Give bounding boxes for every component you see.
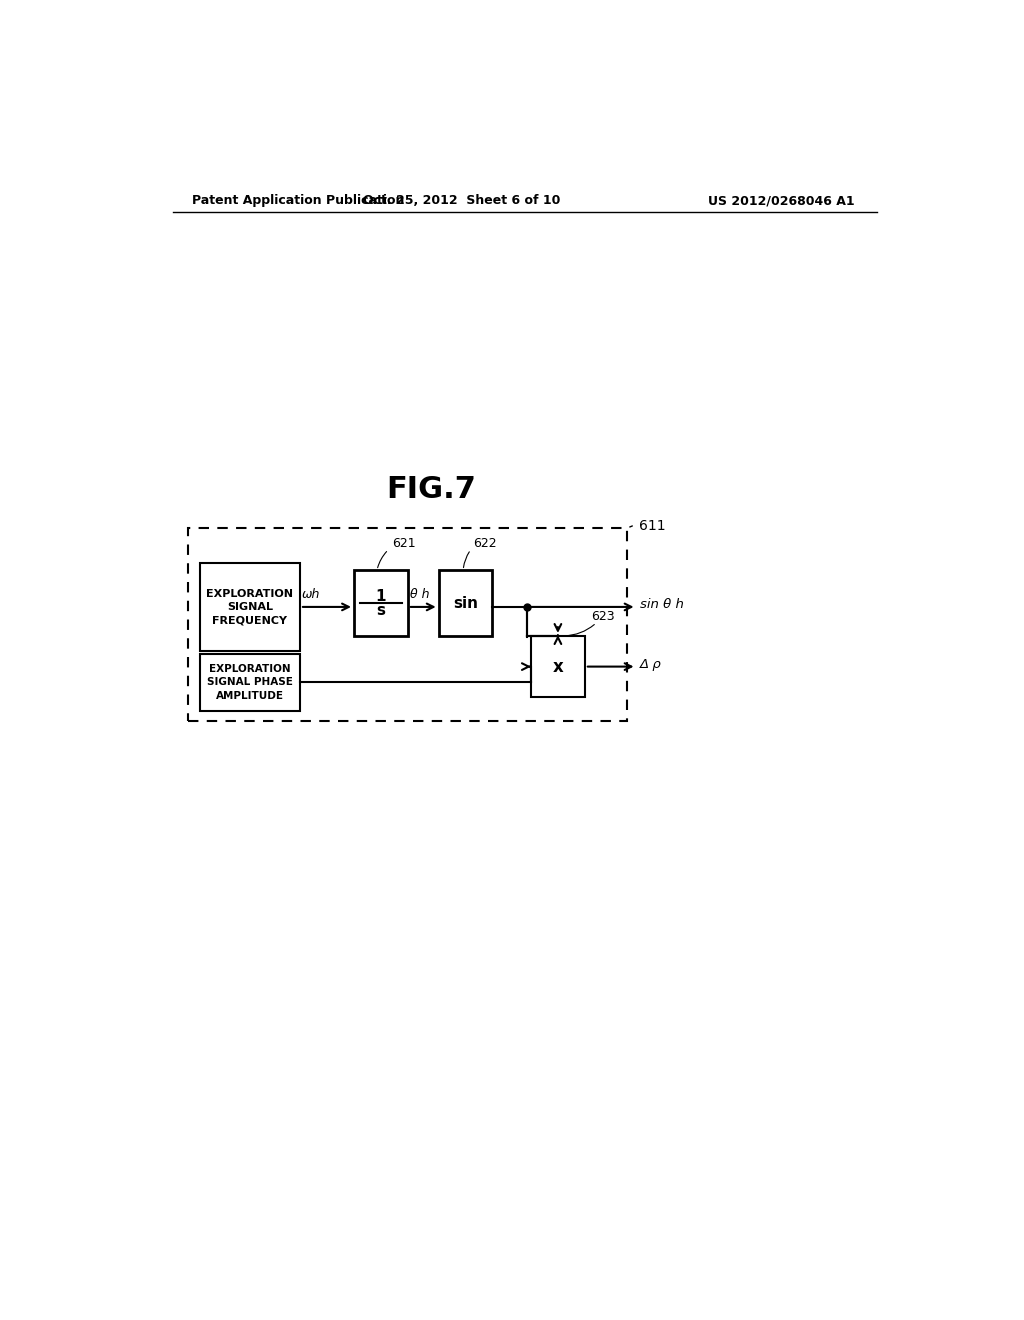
Text: x: x [553, 657, 563, 676]
Bar [200, 562, 300, 651]
Text: 623: 623 [591, 610, 614, 623]
Text: sin: sin [453, 595, 478, 611]
Bar [354, 570, 408, 636]
Text: θ h: θ h [410, 587, 430, 601]
Text: 611: 611 [639, 520, 666, 533]
Text: Patent Application Publication: Patent Application Publication [193, 194, 404, 207]
Text: s: s [376, 603, 385, 618]
Text: US 2012/0268046 A1: US 2012/0268046 A1 [708, 194, 854, 207]
Bar [438, 570, 493, 636]
Text: 621: 621 [392, 537, 416, 550]
Bar [188, 528, 628, 721]
Text: EXPLORATION
SIGNAL
FREQUENCY: EXPLORATION SIGNAL FREQUENCY [207, 589, 294, 626]
Text: Oct. 25, 2012  Sheet 6 of 10: Oct. 25, 2012 Sheet 6 of 10 [362, 194, 560, 207]
Text: ωh: ωh [302, 587, 321, 601]
Bar [200, 653, 300, 711]
Text: EXPLORATION
SIGNAL PHASE
AMPLITUDE: EXPLORATION SIGNAL PHASE AMPLITUDE [207, 664, 293, 701]
Text: Δ ρ: Δ ρ [640, 657, 662, 671]
Text: FIG.7: FIG.7 [386, 475, 476, 504]
Text: 1: 1 [376, 590, 386, 605]
Bar [531, 636, 585, 697]
Text: sin θ h: sin θ h [640, 598, 683, 611]
Text: 622: 622 [473, 537, 497, 550]
